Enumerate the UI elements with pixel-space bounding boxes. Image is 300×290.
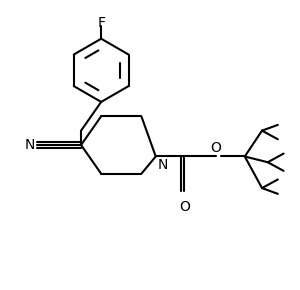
Text: O: O: [179, 200, 190, 213]
Text: N: N: [157, 158, 168, 172]
Text: O: O: [211, 141, 221, 155]
Text: F: F: [97, 16, 105, 30]
Text: N: N: [24, 138, 34, 152]
